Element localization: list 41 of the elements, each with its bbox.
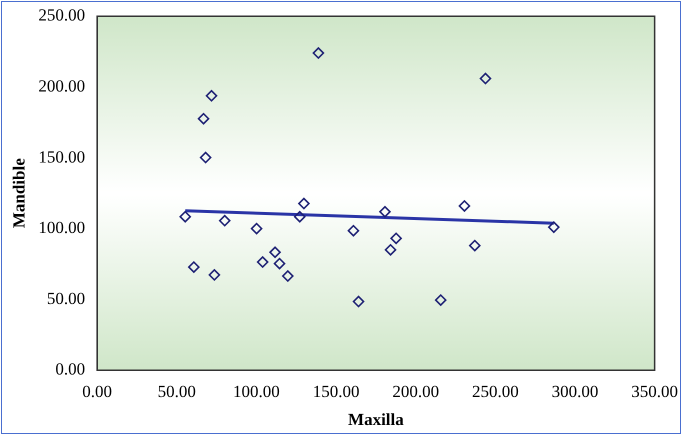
x-tick-label: 300.00 <box>552 382 598 401</box>
point <box>188 261 200 273</box>
x-tick-label: 350.00 <box>631 382 678 401</box>
y-tick-label: 150.00 <box>38 147 86 166</box>
y-tick-label: 0.00 <box>55 360 86 379</box>
point <box>348 224 360 237</box>
point <box>312 47 324 59</box>
x-tick-label: 0.00 <box>82 382 112 401</box>
point <box>390 232 402 244</box>
point <box>379 206 391 218</box>
x-tick-label: 150.00 <box>312 382 360 401</box>
point <box>200 152 212 164</box>
y-tick-label: 200.00 <box>38 76 86 96</box>
point <box>298 198 310 210</box>
point <box>458 200 470 212</box>
y-axis-title: Mandible <box>10 158 29 228</box>
point <box>294 210 306 223</box>
point <box>384 244 396 256</box>
point <box>352 296 364 308</box>
point <box>179 210 192 223</box>
point <box>269 246 281 258</box>
y-tick-label: 50.00 <box>46 288 86 308</box>
point <box>480 72 492 84</box>
point <box>198 112 210 125</box>
point <box>274 258 286 270</box>
y-tick-label: 100.00 <box>38 218 86 238</box>
point <box>218 214 231 226</box>
x-tick-label: 100.00 <box>233 382 280 401</box>
x-tick-label: 50.00 <box>158 382 196 401</box>
point <box>256 256 268 268</box>
point <box>469 240 481 252</box>
x-tick-label: 200.00 <box>392 382 440 401</box>
point <box>282 270 294 282</box>
point <box>208 269 220 281</box>
y-tick-label: 250.00 <box>38 6 86 25</box>
point <box>548 221 560 233</box>
x-tick-label: 250.00 <box>472 382 519 401</box>
point <box>434 294 447 306</box>
point <box>206 90 218 102</box>
x-axis-title: Maxilla <box>348 410 404 430</box>
point <box>250 222 262 234</box>
